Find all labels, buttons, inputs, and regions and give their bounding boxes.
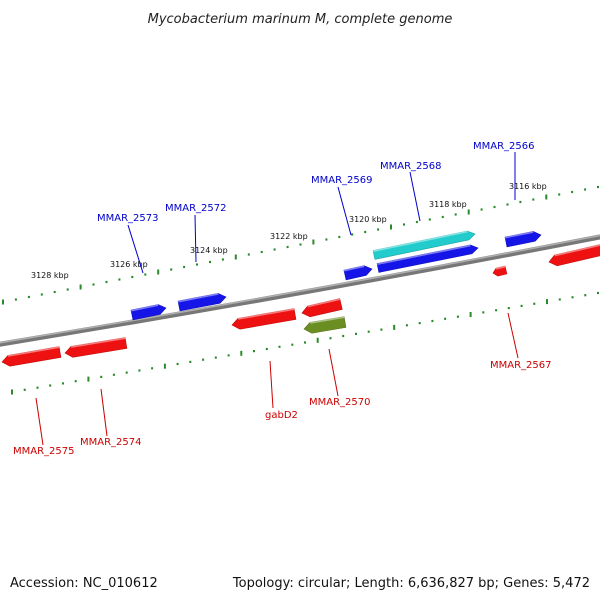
gene-MMAR_2568-rna-highlight bbox=[373, 230, 468, 252]
gene-gabD2[interactable] bbox=[231, 308, 297, 331]
gene-MMAR_2570-alt[interactable] bbox=[303, 316, 347, 335]
tick-label-3116: 3116 kbp bbox=[509, 182, 547, 191]
tick-label-3126: 3126 kbp bbox=[110, 260, 148, 269]
genome-backbone-highlight bbox=[0, 234, 600, 344]
tick-label-3128: 3128 kbp bbox=[31, 271, 69, 280]
gene-MMAR_2570-highlight bbox=[307, 298, 341, 308]
gene-label-gabD2[interactable]: gabD2 bbox=[265, 410, 298, 421]
gene-MMAR_2569-body bbox=[343, 265, 373, 281]
gene-MMAR_2575-highlight bbox=[7, 346, 60, 357]
gene-MMAR_2575-body bbox=[1, 346, 62, 367]
gene-MMAR_2568-highlight bbox=[377, 244, 471, 265]
gene-MMAR_2574[interactable] bbox=[64, 337, 128, 359]
gene-label-MMAR_2567[interactable]: MMAR_2567 bbox=[490, 360, 552, 371]
gene-label-MMAR_2572[interactable]: MMAR_2572 bbox=[165, 203, 227, 214]
connector-gabD2 bbox=[269, 360, 274, 409]
gene-MMAR_2569-highlight bbox=[343, 265, 365, 272]
genome-summary-text: Topology: circular; Length: 6,636,827 bp… bbox=[232, 576, 590, 591]
gene-MMAR_2569[interactable] bbox=[343, 264, 373, 281]
gene-right-edge[interactable] bbox=[548, 243, 600, 268]
tick-label-3124: 3124 kbp bbox=[190, 246, 228, 255]
gene-gabD2-body bbox=[231, 308, 297, 330]
gene-label-MMAR_2566[interactable]: MMAR_2566 bbox=[473, 141, 535, 152]
gene-MMAR_2572-highlight bbox=[178, 293, 219, 303]
connector-MMAR_2572 bbox=[194, 214, 197, 263]
gene-MMAR_2566[interactable] bbox=[504, 230, 542, 248]
outer-tick-ring bbox=[2, 185, 599, 305]
gene-MMAR_2566-highlight bbox=[504, 231, 534, 239]
accession-text: Accession: NC_010612 bbox=[10, 576, 158, 591]
tick-label-3122: 3122 kbp bbox=[270, 232, 308, 241]
gene-labels: MMAR_2566 MMAR_2568 MMAR_2569 MMAR_2572 … bbox=[13, 141, 552, 457]
connector-MMAR_2574 bbox=[100, 388, 108, 437]
gene-gabD2-highlight bbox=[237, 308, 295, 320]
tick-labels: 3116 kbp 3118 kbp 3120 kbp 3122 kbp 3124… bbox=[31, 182, 547, 280]
tick-label-3120: 3120 kbp bbox=[349, 215, 387, 224]
tick-label-3118: 3118 kbp bbox=[429, 200, 467, 209]
gene-right-edge-highlight bbox=[554, 243, 600, 257]
connector-MMAR_2575 bbox=[35, 397, 44, 446]
gene-MMAR_2572[interactable] bbox=[177, 292, 227, 312]
gene-MMAR_2568-rna[interactable] bbox=[372, 230, 476, 260]
genome-backbone bbox=[0, 234, 600, 347]
gene-label-MMAR_2568[interactable]: MMAR_2568 bbox=[380, 161, 442, 172]
connector-MMAR_2573 bbox=[127, 224, 144, 274]
gene-MMAR_2570-alt-highlight bbox=[309, 316, 345, 324]
gene-MMAR_2570-body bbox=[301, 298, 343, 318]
gene-MMAR_2567-highlight bbox=[495, 265, 506, 270]
connector-MMAR_2569 bbox=[337, 186, 352, 236]
inner-tick-ring bbox=[11, 291, 599, 395]
map-title: Mycobacterium marinum M, complete genome bbox=[148, 12, 453, 27]
gene-MMAR_2574-highlight bbox=[70, 337, 126, 348]
connector-MMAR_2570 bbox=[328, 348, 339, 397]
gene-MMAR_2575[interactable] bbox=[1, 346, 62, 368]
gene-features bbox=[1, 230, 600, 368]
gene-label-MMAR_2575[interactable]: MMAR_2575 bbox=[13, 446, 75, 457]
connector-MMAR_2567 bbox=[507, 312, 519, 359]
gene-MMAR_2573-highlight bbox=[130, 304, 159, 312]
gene-label-MMAR_2574[interactable]: MMAR_2574 bbox=[80, 437, 142, 448]
gene-MMAR_2573[interactable] bbox=[130, 303, 167, 321]
gene-label-MMAR_2570[interactable]: MMAR_2570 bbox=[309, 397, 371, 408]
gene-label-MMAR_2573[interactable]: MMAR_2573 bbox=[97, 213, 159, 224]
gene-MMAR_2570[interactable] bbox=[301, 298, 343, 319]
connector-MMAR_2568 bbox=[409, 171, 421, 222]
gene-MMAR_2568[interactable] bbox=[376, 244, 479, 273]
gene-MMAR_2566-body bbox=[504, 231, 542, 248]
gene-MMAR_2574-body bbox=[64, 337, 128, 358]
gene-label-MMAR_2569[interactable]: MMAR_2569 bbox=[311, 175, 373, 186]
gene-MMAR_2567[interactable] bbox=[492, 265, 508, 277]
gene-MMAR_2570-alt-body bbox=[303, 316, 347, 334]
gene-label-connectors bbox=[35, 152, 519, 446]
